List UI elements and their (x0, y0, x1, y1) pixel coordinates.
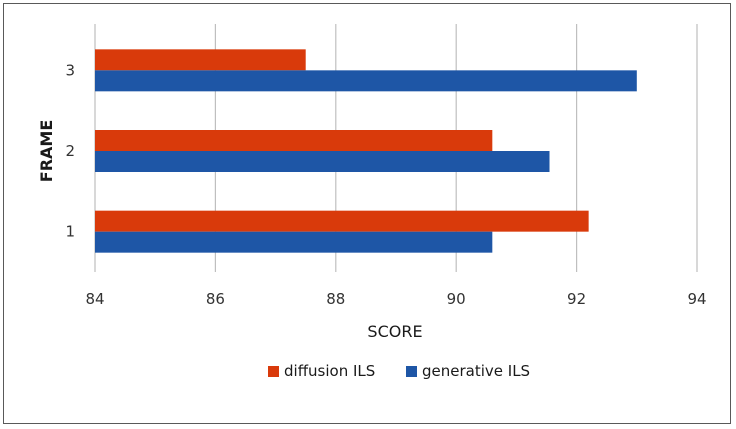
y-tick-label: 2 (65, 142, 75, 160)
x-tick-label: 90 (447, 290, 466, 308)
bar-diffusion-ils-frame-3 (95, 49, 306, 71)
x-tick-label: 86 (206, 290, 225, 308)
bar-diffusion-ils-frame-2 (95, 130, 493, 151)
y-axis-title: FRAME (37, 120, 56, 182)
x-tick-label: 84 (85, 290, 104, 308)
bar-diffusion-ils-frame-1 (95, 210, 589, 232)
x-tick-label: 88 (326, 290, 345, 308)
x-tick-labels: 84 86 88 90 92 94 (85, 290, 706, 308)
bar-generative-ils-frame-1 (95, 231, 493, 253)
legend-swatch (268, 366, 279, 377)
legend-swatch (406, 366, 417, 377)
x-tick-label: 92 (567, 290, 586, 308)
y-tick-labels: 1 2 3 (65, 61, 75, 240)
bar-generative-ils-frame-2 (95, 151, 550, 172)
y-tick-label: 1 (65, 223, 75, 241)
bar-generative-ils-frame-3 (95, 70, 637, 92)
legend-label: diffusion ILS (284, 362, 375, 380)
x-axis-title: SCORE (367, 322, 422, 341)
y-tick-label: 3 (65, 61, 75, 79)
x-tick-label: 94 (687, 290, 706, 308)
legend: diffusion ILS generative ILS (268, 362, 530, 380)
bars (95, 49, 637, 253)
legend-label: generative ILS (422, 362, 530, 380)
